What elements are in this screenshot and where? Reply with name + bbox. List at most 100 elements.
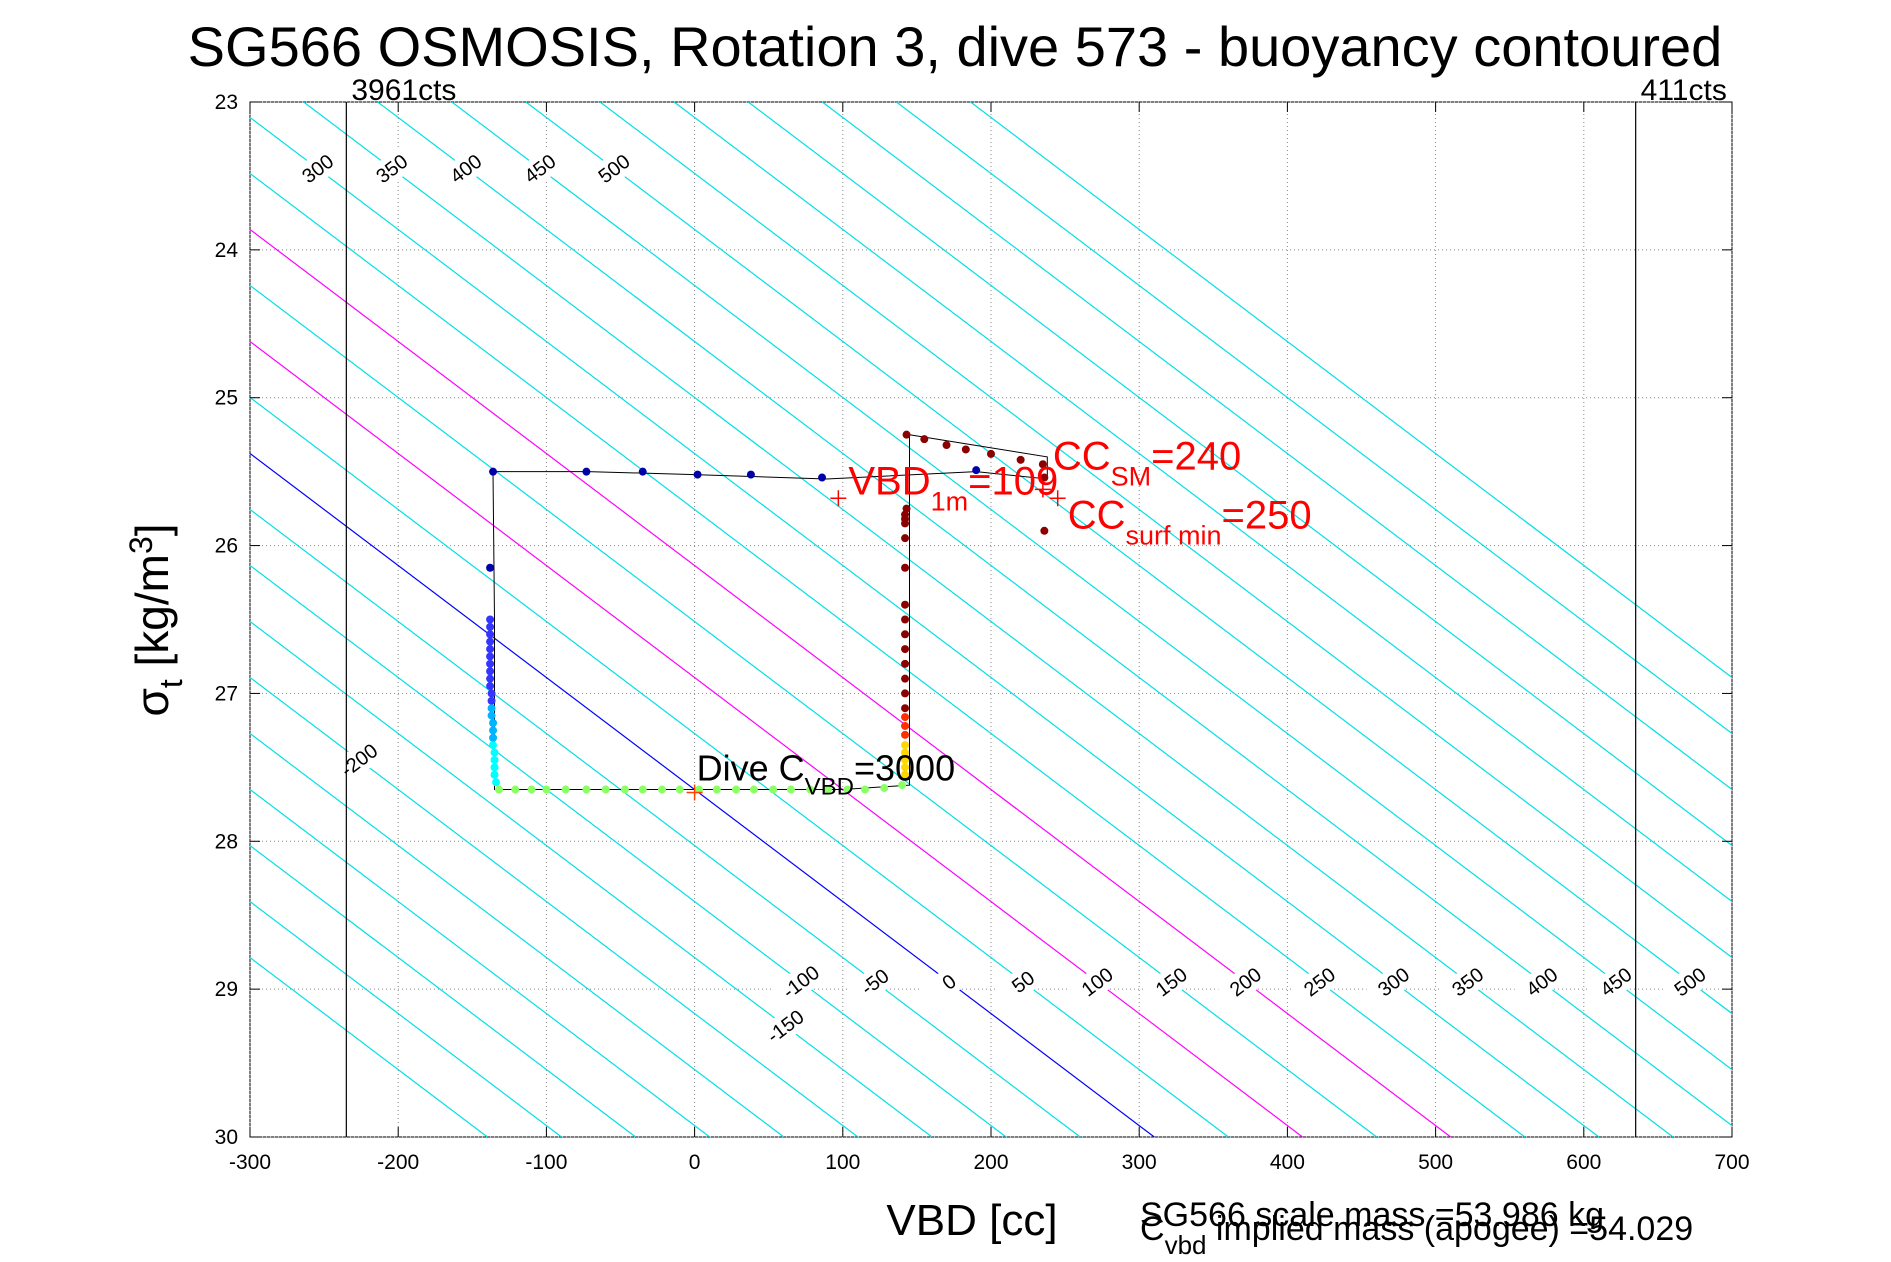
contour-line [250,900,562,1137]
annotation-label-main: CC [1053,434,1111,478]
contour-label-bg [585,142,643,195]
data-point [490,748,499,757]
contour-line [250,172,1526,1137]
data-point [732,785,741,794]
contour-line [250,508,1081,1137]
y-tick-label: 25 [215,387,238,410]
data-point [901,615,910,624]
contour-label-bg [1587,955,1645,1008]
y-axis-label-end: ] [126,523,178,536]
contour-line [250,956,488,1137]
y-tick-label: 28 [215,830,238,853]
data-point [901,770,910,779]
data-point [487,711,496,720]
data-point [1040,526,1049,535]
data-point [693,470,702,479]
y-axis-label-units: [kg/m [126,554,178,679]
data-point [712,785,721,794]
counts-label: 3961cts [351,74,456,107]
data-point [823,785,832,794]
contour-line [821,102,1732,791]
contour-line [250,396,1229,1137]
y-axis-label-superscript: 3 [123,536,159,554]
contour-line [250,284,1377,1137]
footer-scale-mass: SG566 scale mass =53.986 kg [1140,1196,1604,1234]
data-point [901,659,910,668]
grid [249,101,1733,1138]
data-point [880,784,889,793]
data-point [486,615,495,624]
contour-line [599,102,1732,959]
contour-label-bg [772,955,830,1008]
data-point [489,719,498,727]
y-tick-label: 27 [215,682,238,705]
contour-line [250,620,933,1137]
footer-implied-subscript: vbd [1165,1230,1207,1260]
contour-label-bg [437,142,495,195]
x-tick-label: -200 [377,1151,419,1174]
data-point [638,785,647,794]
data-point [511,785,520,794]
data-point [746,470,755,479]
data-point [487,689,496,698]
contour-line [673,102,1732,903]
data-point [486,652,495,661]
footer-implied-main: C [1140,1210,1165,1248]
data-point [490,763,499,772]
annotation-label: CCsurf min=250 [1068,493,1312,550]
y-tick-label: 30 [215,1126,238,1149]
annotation-label-subscript: 1m [931,486,969,516]
annotation-label-main: VBD [848,459,930,503]
data-point [486,645,495,654]
contour-line [250,676,859,1137]
data-point [489,726,498,735]
x-tick-label: 0 [689,1151,701,1174]
data-point [806,785,815,794]
data-point [901,600,910,609]
data-point [901,713,910,722]
annotation-label-value: =109 [968,459,1058,503]
data-point [492,778,501,787]
plot-area [249,101,1733,1138]
data-point [489,741,498,750]
x-tick-label: 700 [1714,1151,1749,1174]
data-point [542,785,551,794]
annotation-label: CCSM=240 [1053,434,1241,491]
annotation-label-value: =240 [1151,434,1241,478]
data-point [527,785,536,794]
data-point [972,466,981,475]
counts-lines: 3961cts 411cts [345,74,1727,1137]
contour-label-bg [288,142,347,195]
annotation-label-subscript: VBD [805,773,854,800]
axes: -300 -200 -100 0 100 200 300 400 500 600 700 23 24 25… [215,91,1750,1174]
data-point [901,563,910,572]
contour-line [250,564,1007,1137]
x-axis-label: VBD [cc] [886,1196,1057,1245]
data-point [901,730,910,739]
data-point [901,534,910,543]
data-point [657,785,666,794]
data-point [486,563,495,572]
contour-line [250,844,636,1137]
contour-label-bg [1661,955,1719,1008]
contour-label-bg [1068,955,1126,1008]
data-point [489,733,498,742]
data-point [490,770,499,779]
data-point [861,785,870,794]
contour-label-bg [1216,955,1274,1008]
data-point [582,785,591,794]
data-point [769,785,778,794]
contour-label-bg [511,142,569,195]
contour-line [250,732,785,1137]
data-point [487,696,496,705]
annotation-label-subscript: SM [1111,461,1152,491]
annotation-label: Dive CVBD=3000 [697,747,956,800]
data-point [486,674,495,683]
data-point [486,682,495,691]
data-point [749,785,758,794]
contour-line [250,228,1452,1137]
data-point [902,430,911,439]
data-point [942,441,951,450]
